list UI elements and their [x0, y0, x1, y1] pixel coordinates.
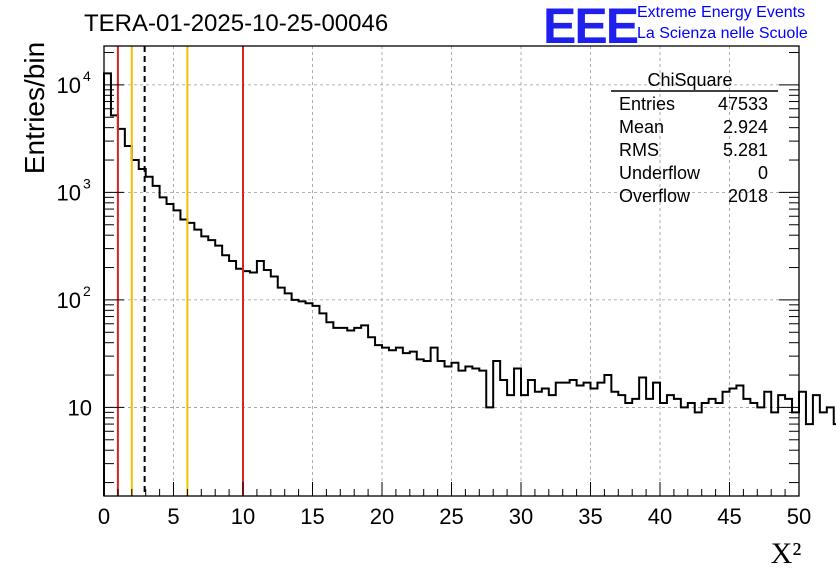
y-tick-label-exponent: 3 — [83, 175, 91, 191]
x-tick-label: 25 — [439, 504, 463, 529]
y-tick-label: 10 — [57, 288, 81, 313]
stats-value: 2.924 — [723, 117, 768, 137]
stats-label: Mean — [619, 117, 664, 137]
x-tick-label: 20 — [370, 504, 394, 529]
eee-logo-subtitle-2: La Scienza nelle Scuole — [637, 25, 808, 42]
x-tick-label: 35 — [578, 504, 602, 529]
x-axis-label: X² — [771, 537, 802, 570]
x-tick-label: 0 — [98, 504, 110, 529]
histogram-series — [103, 72, 836, 496]
reference-lines — [116, 46, 244, 496]
axis-ticks — [103, 52, 800, 496]
x-tick-label: 5 — [167, 504, 179, 529]
stats-label: RMS — [619, 140, 659, 160]
stats-value: 2018 — [728, 186, 768, 206]
grid-lines — [104, 46, 799, 496]
x-tick-label: 50 — [787, 504, 811, 529]
x-tick-label: 45 — [717, 504, 741, 529]
y-tick-label: 10 — [68, 395, 92, 420]
stats-label: Overflow — [619, 186, 691, 206]
stats-value: 47533 — [718, 94, 768, 114]
stats-label: Entries — [619, 94, 675, 114]
stats-box: ChiSquare Entries 47533 Mean 2.924 RMS 5.281 U… — [611, 70, 778, 206]
stats-rows: Entries 47533 Mean 2.924 RMS 5.281 Underflow 0 O… — [619, 94, 768, 206]
x-tick-label: 30 — [509, 504, 533, 529]
stats-value: 0 — [758, 163, 768, 183]
stats-label: Underflow — [619, 163, 701, 183]
y-tick-label-exponent: 4 — [83, 68, 91, 84]
y-tick-label-exponent: 2 — [83, 283, 91, 299]
x-tick-label: 40 — [648, 504, 672, 529]
eee-logo-subtitle-1: Extreme Energy Events — [637, 4, 806, 21]
stats-value: 5.281 — [723, 140, 768, 160]
x-tick-label: 15 — [300, 504, 324, 529]
stats-box-title: ChiSquare — [647, 70, 732, 90]
y-tick-label: 10 — [57, 180, 81, 205]
run-title: TERA-01-2025-10-25-00046 — [84, 10, 389, 37]
histogram-outline — [103, 72, 836, 496]
eee-logo: EEE — [543, 0, 639, 54]
y-axis-label: Entries/bin — [19, 42, 50, 174]
y-tick-label: 10 — [57, 73, 81, 98]
x-tick-label: 10 — [231, 504, 255, 529]
